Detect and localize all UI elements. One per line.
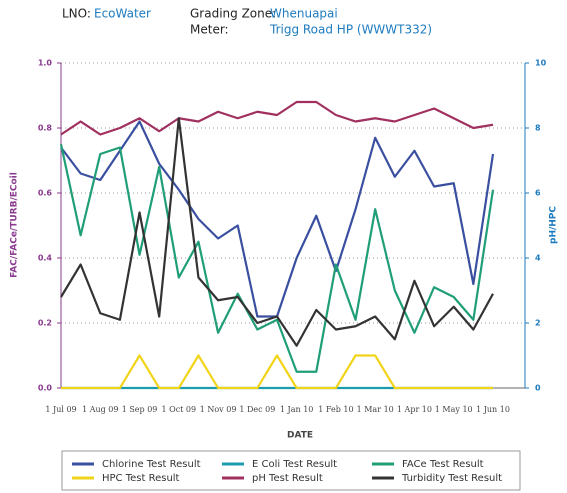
x-tick-label: 1 Aug 09 — [82, 405, 118, 414]
info-value: EcoWater — [94, 7, 151, 21]
y2-tick-label: 10 — [535, 59, 547, 68]
x-tick-label: 1 Feb 10 — [318, 405, 353, 414]
x-tick-label: 1 Jan 10 — [280, 405, 313, 414]
y-tick-label: 0.8 — [38, 124, 53, 133]
y2-tick-label: 4 — [535, 254, 541, 263]
y2-tick-label: 0 — [535, 384, 541, 393]
info-value: Trigg Road HP (WWWT332) — [269, 23, 432, 37]
y-tick-label: 0.0 — [38, 384, 53, 393]
legend-label: Turbidity Test Result — [401, 473, 502, 484]
info-value: Whenuapai — [270, 7, 338, 21]
legend-label: FACe Test Result — [402, 459, 484, 470]
x-axis-label: DATE — [287, 431, 313, 441]
info-label: Grading Zone: — [190, 7, 276, 21]
legend-label: pH Test Result — [252, 473, 323, 484]
series-line — [61, 354, 493, 390]
x-tick-label: 1 Jul 09 — [45, 405, 76, 414]
legend-label: E Coli Test Result — [252, 459, 337, 470]
x-tick-label: 1 Dec 09 — [239, 405, 275, 414]
x-tick-label: 1 Nov 09 — [200, 405, 237, 414]
x-tick-label: 1 Jun 10 — [476, 405, 510, 414]
x-tick-label: 1 Apr 10 — [397, 405, 432, 414]
series-line — [59, 144, 495, 373]
x-tick-label: 1 Sep 09 — [122, 405, 158, 414]
legend-label: HPC Test Result — [102, 473, 180, 484]
y2-tick-label: 6 — [535, 189, 541, 198]
x-tick-label: 1 Mar 10 — [357, 405, 394, 414]
x-tick-label: 1 Oct 09 — [162, 405, 197, 414]
y2-tick-label: 8 — [535, 124, 541, 133]
y-tick-label: 1.0 — [38, 59, 53, 68]
info-label: LNO: — [62, 7, 91, 21]
series-line — [60, 117, 494, 347]
y2-tick-label: 2 — [535, 319, 541, 328]
y-tick-label: 0.6 — [38, 189, 53, 198]
y-tick-label: 0.4 — [38, 254, 53, 263]
y-axis-label: FAC/FACe/TURB/ECoil — [10, 172, 20, 278]
info-label: Meter: — [190, 23, 229, 37]
y-tick-label: 0.2 — [38, 319, 52, 328]
legend-box — [61, 450, 521, 491]
y2-axis-label: pH/HPC — [549, 206, 559, 244]
x-tick-label: 1 May 10 — [435, 405, 473, 414]
legend-label: Chlorine Test Result — [102, 459, 201, 470]
series-line — [60, 100, 494, 136]
